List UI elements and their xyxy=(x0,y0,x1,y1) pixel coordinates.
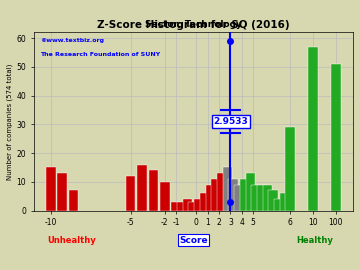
Bar xyxy=(160,182,170,211)
Bar xyxy=(240,179,249,211)
Bar xyxy=(251,185,261,211)
Bar xyxy=(280,193,289,211)
Bar xyxy=(217,173,227,211)
Bar xyxy=(223,167,233,211)
Text: Sector: Technology: Sector: Technology xyxy=(145,20,242,29)
Text: ©www.textbiz.org: ©www.textbiz.org xyxy=(40,38,104,43)
Bar xyxy=(183,199,193,211)
Title: Z-Score Histogram for SQ (2016): Z-Score Histogram for SQ (2016) xyxy=(97,20,290,30)
Bar xyxy=(189,202,198,211)
Bar xyxy=(69,190,78,211)
Y-axis label: Number of companies (574 total): Number of companies (574 total) xyxy=(7,63,13,180)
Bar xyxy=(171,202,181,211)
Bar xyxy=(234,185,244,211)
Bar xyxy=(200,193,210,211)
Bar xyxy=(211,179,221,211)
Bar xyxy=(46,167,55,211)
Bar xyxy=(126,176,135,211)
Bar xyxy=(246,173,255,211)
Bar xyxy=(285,127,295,211)
Text: Healthy: Healthy xyxy=(296,236,333,245)
Bar xyxy=(263,185,272,211)
Bar xyxy=(177,202,187,211)
Bar xyxy=(274,199,284,211)
Bar xyxy=(194,199,204,211)
Bar xyxy=(137,165,147,211)
Bar xyxy=(57,173,67,211)
Text: The Research Foundation of SUNY: The Research Foundation of SUNY xyxy=(40,52,160,57)
Bar xyxy=(257,185,267,211)
Bar xyxy=(331,64,341,211)
Text: 2.9533: 2.9533 xyxy=(213,117,248,126)
Text: Score: Score xyxy=(179,236,208,245)
Bar xyxy=(149,170,158,211)
Bar xyxy=(228,179,238,211)
Bar xyxy=(206,185,215,211)
Text: Unhealthy: Unhealthy xyxy=(48,236,96,245)
Bar xyxy=(268,190,278,211)
Bar xyxy=(308,47,318,211)
